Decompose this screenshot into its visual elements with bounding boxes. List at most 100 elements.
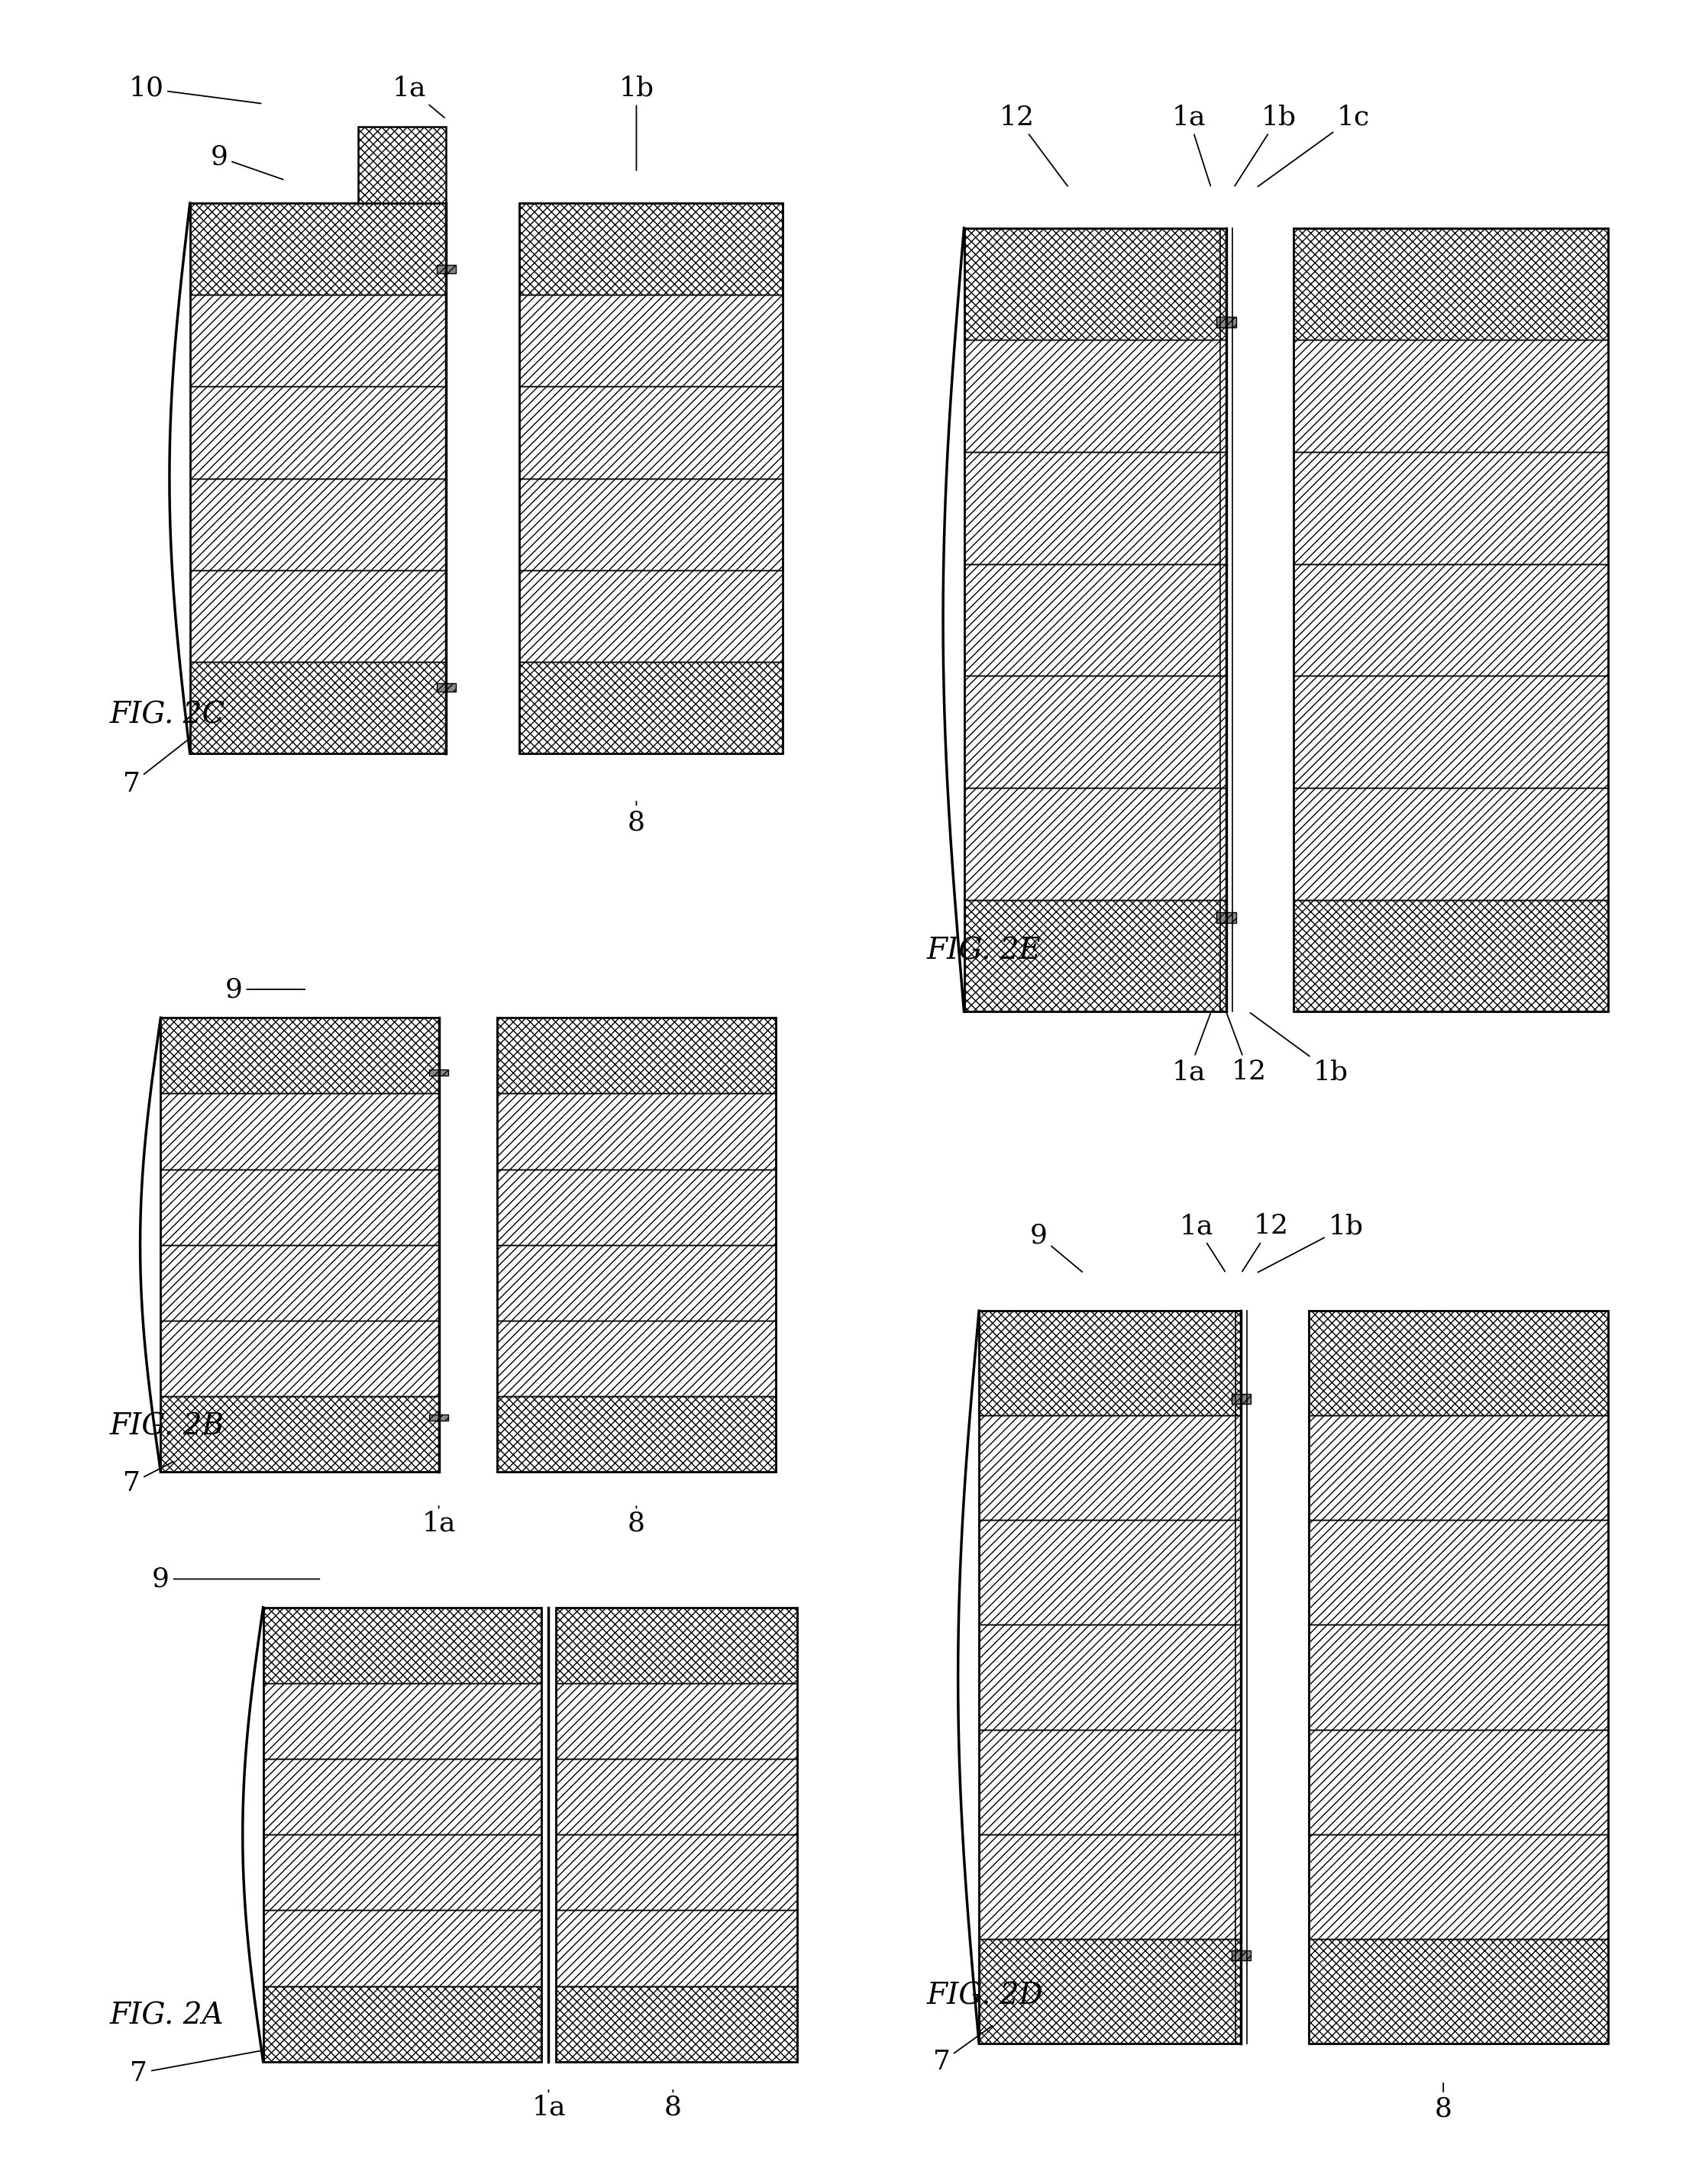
Text: 7: 7 — [123, 1461, 174, 1496]
Bar — [1309, 1310, 1608, 1415]
Text: 1b: 1b — [620, 76, 654, 170]
Bar — [160, 1396, 439, 1472]
Bar — [497, 1321, 776, 1396]
Bar — [264, 1985, 541, 2062]
Bar — [160, 1168, 439, 1245]
Bar — [1309, 1939, 1608, 2044]
Text: 12: 12 — [999, 105, 1067, 186]
Text: 8: 8 — [628, 1507, 645, 1535]
Bar — [191, 570, 446, 662]
Bar — [519, 570, 783, 662]
Text: 7: 7 — [129, 2051, 260, 2086]
Bar — [557, 1758, 797, 1835]
Text: 1b: 1b — [1234, 105, 1297, 186]
Bar — [557, 1911, 797, 1985]
Bar — [979, 1415, 1241, 1520]
Bar — [264, 1758, 541, 1835]
Bar — [963, 675, 1225, 788]
Bar — [264, 1607, 541, 2062]
Text: FIG. 2D: FIG. 2D — [926, 1983, 1043, 2011]
Bar — [557, 1684, 797, 1758]
Text: 8: 8 — [628, 802, 645, 834]
Bar — [1294, 227, 1608, 341]
Bar — [519, 295, 783, 387]
Text: 12: 12 — [1242, 1214, 1288, 1271]
Text: 1a: 1a — [1171, 105, 1210, 186]
Bar — [1309, 1520, 1608, 1625]
Text: 1a: 1a — [1179, 1214, 1225, 1271]
Text: 1b: 1b — [1258, 1214, 1363, 1273]
Bar — [557, 1835, 797, 1911]
Text: 9: 9 — [211, 144, 283, 179]
Bar — [557, 1607, 797, 1684]
Bar — [963, 563, 1225, 675]
Bar — [1309, 1415, 1608, 1520]
Bar — [264, 1835, 541, 1911]
Text: FIG. 2E: FIG. 2E — [926, 937, 1042, 965]
Bar — [191, 662, 446, 753]
Bar — [1217, 317, 1236, 328]
Bar — [1309, 1835, 1608, 1939]
Bar — [557, 1985, 797, 2062]
Text: 12: 12 — [1227, 1013, 1266, 1085]
Bar — [1231, 1393, 1251, 1404]
Bar — [1294, 341, 1608, 452]
Bar — [979, 1730, 1241, 1835]
Text: 7: 7 — [933, 2027, 992, 2075]
Bar — [1294, 452, 1608, 563]
Bar — [979, 1625, 1241, 1730]
Bar — [963, 227, 1225, 341]
Bar — [191, 203, 446, 295]
Bar — [160, 1018, 439, 1094]
Bar — [519, 662, 783, 753]
Bar — [979, 1835, 1241, 1939]
Bar — [497, 1396, 776, 1472]
Bar — [497, 1018, 776, 1472]
Bar — [979, 1310, 1241, 2044]
Text: FIG. 2B: FIG. 2B — [109, 1413, 225, 1441]
Bar — [1217, 913, 1236, 924]
Text: 8: 8 — [664, 2090, 683, 2121]
Bar — [191, 478, 446, 570]
Text: 8: 8 — [1435, 2084, 1452, 2123]
Text: 1a: 1a — [1171, 1013, 1210, 1085]
Text: 9: 9 — [225, 976, 305, 1002]
Bar — [437, 264, 456, 273]
Bar — [963, 900, 1225, 1011]
Bar — [191, 203, 446, 753]
Bar — [963, 452, 1225, 563]
Bar — [160, 1018, 439, 1472]
Text: 9: 9 — [1030, 1223, 1082, 1271]
Text: 9: 9 — [151, 1566, 320, 1592]
Bar — [429, 1070, 448, 1075]
Bar — [160, 1245, 439, 1321]
Bar — [1294, 788, 1608, 900]
Bar — [1294, 227, 1608, 1011]
Bar — [979, 1939, 1241, 2044]
Bar — [160, 1321, 439, 1396]
Text: 1a: 1a — [531, 2090, 565, 2121]
Bar — [1294, 563, 1608, 675]
Bar — [519, 203, 783, 295]
Bar — [191, 295, 446, 387]
Bar — [497, 1094, 776, 1168]
Text: FIG. 2A: FIG. 2A — [109, 2003, 223, 2031]
Bar — [1309, 1730, 1608, 1835]
Bar — [1309, 1625, 1608, 1730]
Text: 1b: 1b — [1251, 1013, 1348, 1085]
Bar — [1294, 675, 1608, 788]
Text: 7: 7 — [123, 740, 189, 797]
Bar — [160, 1094, 439, 1168]
Bar — [264, 1607, 541, 1684]
Bar — [963, 788, 1225, 900]
Text: 1a: 1a — [422, 1507, 456, 1535]
Bar — [264, 1911, 541, 1985]
Bar — [519, 203, 783, 753]
Bar — [963, 227, 1225, 1011]
Bar — [497, 1245, 776, 1321]
Text: 1a: 1a — [393, 76, 444, 118]
Bar — [1231, 1950, 1251, 1961]
Bar — [963, 341, 1225, 452]
Text: 10: 10 — [128, 76, 260, 103]
Bar — [979, 1310, 1241, 1415]
